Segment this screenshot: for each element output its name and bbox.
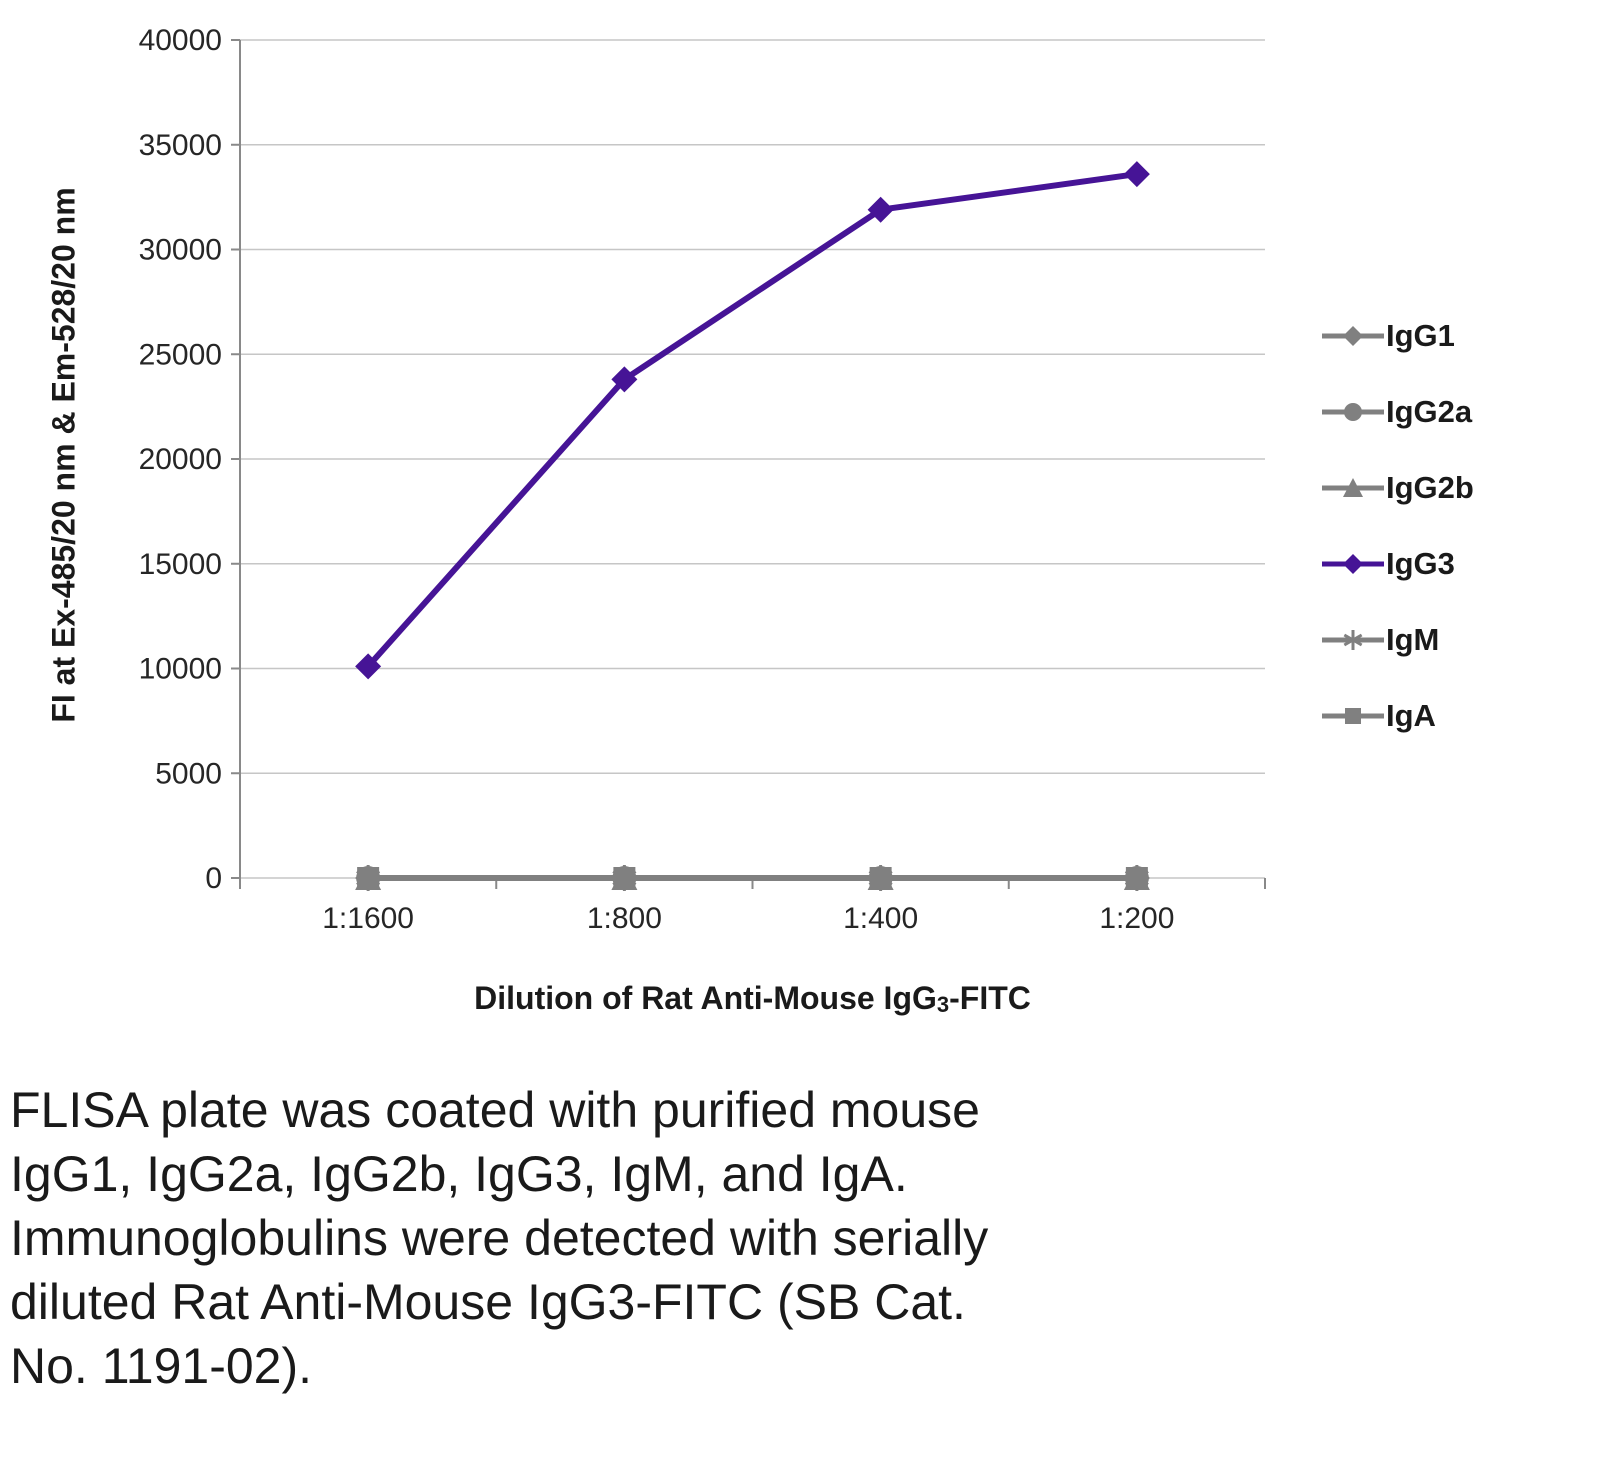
- y-tick-label: 20000: [139, 443, 222, 476]
- x-tick-label: 1:1600: [322, 902, 414, 935]
- caption: FLISA plate was coated with purified mou…: [0, 1062, 1609, 1398]
- legend-square-marker-icon: [1322, 708, 1384, 724]
- y-tick-label: 30000: [139, 234, 222, 267]
- legend-circle-marker-icon: [1322, 403, 1384, 421]
- diamond-marker-icon: [867, 196, 894, 223]
- x-tick-label: 1:800: [587, 902, 662, 935]
- legend-item-IgG2a: IgG2a: [1320, 394, 1474, 430]
- x-tick-label: 1:200: [1099, 902, 1174, 935]
- x-tick-label: 1:400: [843, 902, 918, 935]
- caption-line: No. 1191-02).: [10, 1338, 313, 1394]
- diamond-marker-icon: [1343, 326, 1363, 346]
- circle-marker-icon: [1344, 403, 1362, 421]
- legend-item-IgM: IgM: [1320, 622, 1474, 658]
- legend: IgG1 IgG2a IgG2b IgG3 IgM IgA: [1320, 318, 1474, 734]
- x-axis-title: Dilution of Rat Anti-Mouse IgG3-FITC: [240, 980, 1265, 1017]
- x-axis-title-subscript: 3: [936, 992, 950, 1017]
- y-tick-label: 25000: [139, 338, 222, 371]
- triangle-marker-icon: [1343, 478, 1363, 497]
- caption-line: IgG1, IgG2a, IgG2b, IgG3, IgM, and IgA.: [10, 1146, 908, 1202]
- square-marker-icon: [1125, 867, 1148, 889]
- square-marker-icon: [869, 867, 892, 889]
- legend-label: IgG3: [1386, 546, 1455, 581]
- series-line-IgG3: [365, 171, 1138, 669]
- diamond-marker-icon: [355, 653, 382, 680]
- y-tick-label: 0: [205, 862, 222, 895]
- legend-triangle-marker-icon: [1322, 478, 1384, 497]
- x-axis-title-text: Dilution of Rat Anti-Mouse IgG: [474, 980, 937, 1016]
- square-marker-icon: [357, 867, 380, 889]
- legend-label: IgG1: [1386, 318, 1455, 353]
- star-marker-icon: [1343, 633, 1363, 647]
- y-tick-label: 5000: [155, 757, 222, 790]
- y-axis-title: FI at Ex-485/20 nm & Em-528/20 nm: [45, 187, 82, 723]
- diamond-marker-icon: [1123, 161, 1150, 188]
- legend-label: IgA: [1386, 698, 1436, 733]
- legend-item-IgG3: IgG3: [1320, 546, 1474, 582]
- y-tick-label: 35000: [139, 129, 222, 162]
- caption-line: Immunoglobulins were detected with seria…: [10, 1210, 989, 1266]
- y-tick-label: 10000: [139, 653, 222, 686]
- diamond-marker-icon: [1343, 554, 1363, 574]
- legend-star-marker-icon: [1322, 630, 1384, 650]
- legend-item-IgA: IgA: [1320, 698, 1474, 734]
- legend-label: IgG2a: [1386, 394, 1473, 429]
- legend-label: IgG2b: [1386, 470, 1474, 505]
- square-marker-icon: [1345, 708, 1361, 724]
- legend-label: IgM: [1386, 622, 1440, 657]
- y-tick-label: 15000: [139, 548, 222, 581]
- plot-area: 0 5000 10000 15000 20000 25000 30000 35000 40000…: [139, 24, 1266, 935]
- figure-chart: 0 5000 10000 15000 20000 25000 30000 35000 40000…: [45, 24, 1474, 1017]
- legend-diamond-marker-icon: [1322, 554, 1384, 574]
- legend-diamond-marker-icon: [1322, 326, 1384, 346]
- x-axis-title-suffix: -FITC: [949, 980, 1031, 1016]
- diamond-marker-icon: [611, 366, 638, 393]
- y-tick-label: 40000: [139, 24, 222, 57]
- square-marker-icon: [613, 867, 636, 889]
- caption-line: diluted Rat Anti-Mouse IgG3-FITC (SB Cat…: [10, 1274, 966, 1330]
- legend-item-IgG2b: IgG2b: [1320, 470, 1474, 506]
- legend-item-IgG1: IgG1: [1320, 318, 1474, 354]
- caption-line: FLISA plate was coated with purified mou…: [10, 1082, 980, 1138]
